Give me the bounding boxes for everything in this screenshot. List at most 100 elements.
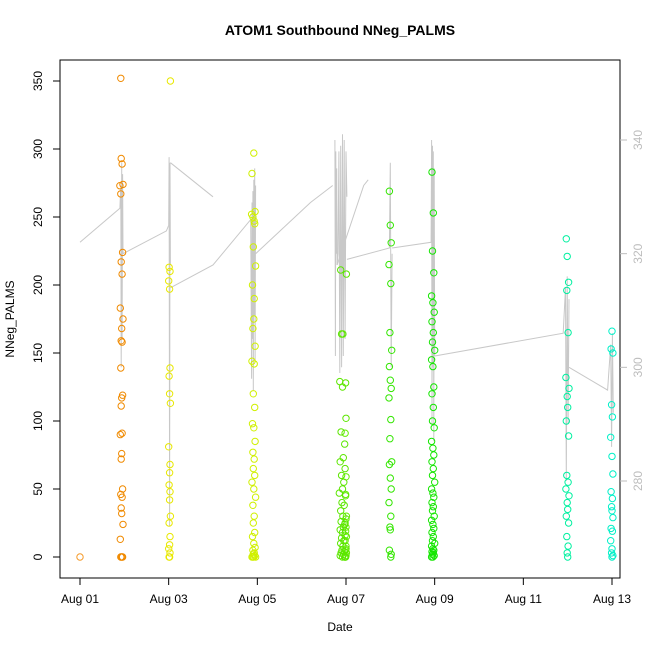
data-point	[118, 248, 127, 257]
data-point	[251, 471, 259, 480]
data-point	[429, 532, 437, 541]
data-point	[429, 489, 437, 497]
data-point	[342, 414, 350, 422]
data-point	[336, 458, 344, 466]
data-point	[116, 182, 124, 190]
data-point	[338, 383, 347, 391]
y-tick-label: 0	[31, 553, 45, 560]
data-point	[430, 512, 438, 520]
trace-line-2	[168, 157, 171, 527]
data-point	[563, 532, 571, 541]
data-point	[165, 541, 174, 549]
data-point	[608, 494, 617, 503]
trace-line-5	[255, 185, 334, 255]
data-point	[429, 209, 437, 217]
data-point	[118, 553, 127, 561]
data-point	[166, 488, 174, 496]
data-point	[387, 550, 395, 558]
data-point	[608, 452, 616, 461]
data-point	[428, 318, 436, 326]
data-point	[430, 383, 438, 391]
data-point	[387, 279, 395, 288]
data-point	[428, 507, 437, 515]
data-point	[564, 519, 573, 527]
data-point	[248, 478, 256, 486]
data-point	[388, 346, 396, 354]
data-point	[249, 553, 257, 561]
data-point	[117, 190, 125, 198]
data-point	[118, 449, 126, 458]
y-tick-label: 300	[31, 139, 45, 159]
data-point	[165, 519, 173, 527]
data-point	[165, 372, 173, 380]
data-point	[608, 553, 616, 561]
data-point	[249, 464, 258, 473]
data-point	[563, 392, 571, 401]
data-point	[428, 528, 436, 537]
data-point	[563, 471, 571, 480]
data-point	[118, 270, 126, 278]
data-point	[117, 337, 125, 345]
data-point	[428, 547, 436, 556]
data-point	[118, 394, 126, 402]
data-point	[118, 493, 126, 501]
data-point	[249, 390, 258, 398]
data-point	[607, 433, 615, 441]
data-point	[428, 417, 437, 425]
data-point	[250, 149, 258, 157]
data-point	[385, 394, 393, 402]
data-point	[117, 364, 125, 372]
data-point	[250, 217, 258, 225]
y-axis: 0 50 100 150 200 250 300 350	[31, 71, 60, 560]
data-point	[251, 262, 260, 270]
data-point	[431, 478, 439, 486]
data-point	[385, 187, 394, 195]
data-point	[250, 360, 258, 368]
y-tick-label: 50	[31, 482, 45, 496]
data-point	[429, 464, 437, 473]
data-point	[341, 492, 350, 500]
x-tick-label: Aug 07	[327, 592, 365, 606]
data-point	[564, 553, 572, 561]
data-point	[341, 553, 349, 561]
data-point	[608, 545, 616, 553]
trace-line-0	[79, 162, 124, 368]
data-point	[248, 169, 256, 178]
data-point	[565, 492, 573, 500]
data-point	[386, 328, 394, 337]
data-point	[250, 424, 258, 432]
data-point	[250, 455, 258, 463]
data-point	[386, 523, 394, 531]
y-tick-label: 150	[31, 343, 45, 363]
data-point	[429, 362, 437, 371]
data-point	[428, 390, 436, 398]
data-point	[116, 430, 125, 439]
x-axis: Aug 01 Aug 03 Aug 05 Aug 07 Aug 09 Aug 11 Aug …	[61, 577, 631, 606]
data-point	[563, 549, 571, 557]
data-point	[609, 470, 617, 478]
data-point	[562, 373, 570, 382]
data-point	[428, 498, 436, 507]
data-point	[387, 239, 395, 247]
data-point	[342, 532, 351, 541]
data-point	[564, 505, 572, 514]
data-point	[165, 469, 174, 477]
data-point	[430, 308, 438, 316]
data-point	[339, 330, 347, 338]
data-point	[165, 443, 173, 451]
data-point	[564, 432, 573, 440]
trace-line-11	[434, 276, 570, 482]
x-tick-label: Aug 09	[416, 592, 454, 606]
data-point	[338, 553, 347, 561]
y-tick-label: 350	[31, 71, 45, 91]
data-point	[118, 485, 127, 493]
data-point	[341, 429, 349, 437]
y-axis-title: NNeg_PALMS	[3, 280, 17, 357]
data-point	[385, 362, 394, 371]
data-point	[431, 346, 439, 354]
data-point	[249, 324, 257, 333]
data-point	[607, 503, 616, 511]
y-tick-label: 200	[31, 275, 45, 295]
data-point	[165, 263, 173, 271]
trace-line-9	[346, 162, 393, 368]
